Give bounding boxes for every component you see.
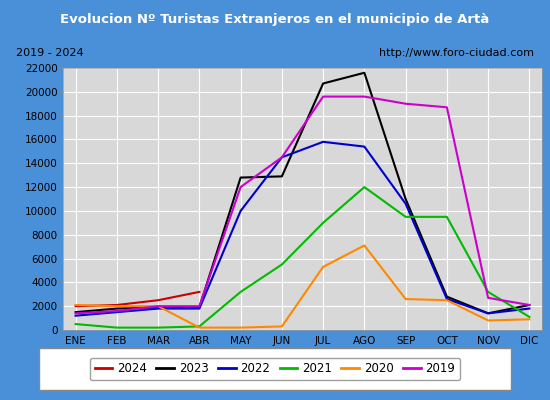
Text: Evolucion Nº Turistas Extranjeros en el municipio de Artà: Evolucion Nº Turistas Extranjeros en el … <box>60 14 490 26</box>
FancyBboxPatch shape <box>39 348 512 390</box>
Text: http://www.foro-ciudad.com: http://www.foro-ciudad.com <box>379 48 534 58</box>
Text: 2019 - 2024: 2019 - 2024 <box>16 48 84 58</box>
Legend: 2024, 2023, 2022, 2021, 2020, 2019: 2024, 2023, 2022, 2021, 2020, 2019 <box>90 358 460 380</box>
